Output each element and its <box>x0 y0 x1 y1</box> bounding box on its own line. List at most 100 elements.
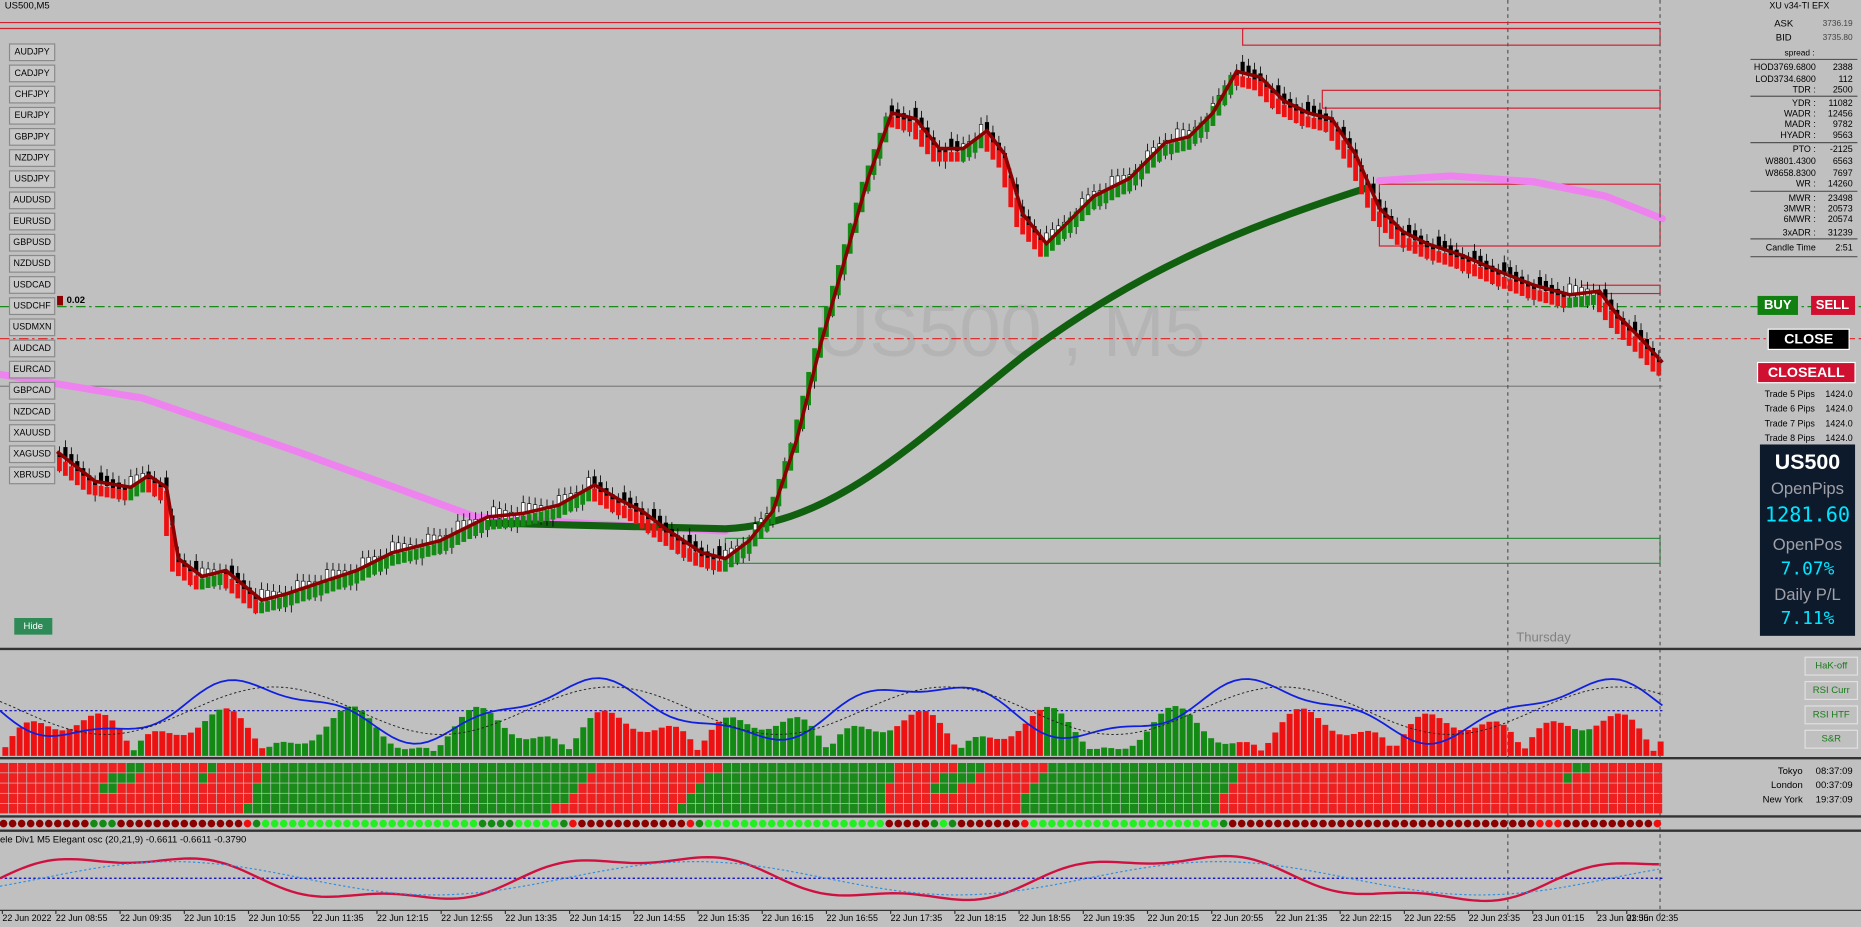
symbol-label[interactable]: EURCAD <box>13 364 51 374</box>
symbol-button[interactable] <box>8 381 56 400</box>
matrix-cell <box>27 803 36 814</box>
candle <box>497 508 502 519</box>
matrix-cell <box>677 762 687 773</box>
matrix-cell <box>1021 803 1030 814</box>
indicator-label[interactable]: S&R <box>1821 734 1841 745</box>
matrix-cell <box>1147 803 1157 814</box>
matrix-cell <box>614 803 623 814</box>
indicator-button[interactable] <box>1804 705 1859 725</box>
symbol-label[interactable]: GBPJPY <box>15 131 50 141</box>
hist-bar <box>109 720 116 756</box>
close-label[interactable]: CLOSE <box>1784 332 1833 348</box>
hist-bar <box>501 727 508 756</box>
symbol-button[interactable] <box>8 127 56 146</box>
indicator-button[interactable] <box>1804 656 1859 676</box>
symbol-button[interactable] <box>8 212 56 231</box>
symbol-button[interactable] <box>8 403 56 421</box>
matrix-cell <box>1165 793 1175 804</box>
matrix-cell <box>488 803 497 814</box>
indicator-label[interactable]: HaK-off <box>1815 661 1847 672</box>
buy-label[interactable]: BUY <box>1764 297 1792 312</box>
trend-dot <box>885 819 894 828</box>
symbol-button[interactable] <box>8 149 56 167</box>
symbol-label[interactable]: GBPCAD <box>13 385 51 395</box>
sell-button[interactable] <box>1811 295 1856 315</box>
indicator-label[interactable]: RSI Curr <box>1813 685 1850 696</box>
matrix-cell <box>1482 803 1491 814</box>
matrix-cell <box>388 762 397 773</box>
candle <box>521 502 526 513</box>
symbol-label[interactable]: NZDCAD <box>14 406 51 416</box>
symbol-button[interactable] <box>8 43 56 62</box>
matrix-cell <box>1418 762 1428 773</box>
hist-bar <box>680 731 687 756</box>
symbol-label[interactable]: NZDJPY <box>15 152 50 162</box>
trend-dot <box>1355 819 1363 828</box>
symbol-label[interactable]: USDMXN <box>13 322 52 332</box>
ha-bar <box>764 514 770 532</box>
ha-bar <box>645 519 651 534</box>
symbol-button[interactable] <box>8 64 56 83</box>
trend-dot <box>1527 819 1535 828</box>
symbol-label[interactable]: XBRUSD <box>14 470 51 480</box>
symbol-label[interactable]: USDCHF <box>14 301 52 311</box>
symbol-label[interactable]: USDCAD <box>13 279 51 289</box>
symbol-button[interactable] <box>8 170 56 189</box>
matrix-cell <box>497 762 506 773</box>
symbol-label[interactable]: USDJPY <box>15 174 50 184</box>
matrix-cell <box>361 773 370 783</box>
symbol-button[interactable] <box>8 233 56 252</box>
matrix-cell <box>1409 803 1419 814</box>
hide-button[interactable] <box>14 618 53 635</box>
symbol-button[interactable] <box>8 85 56 104</box>
symbol-button[interactable] <box>8 318 56 337</box>
symbol-button[interactable] <box>8 254 56 273</box>
matrix-cell <box>280 773 289 783</box>
closeall-button[interactable] <box>1756 361 1856 384</box>
symbol-label[interactable]: XAUUSD <box>14 427 51 437</box>
symbol-label[interactable]: GBPUSD <box>13 237 51 247</box>
hist-bar <box>1122 748 1129 756</box>
symbol-button[interactable] <box>8 276 56 294</box>
symbol-label[interactable]: EURUSD <box>13 216 51 226</box>
symbol-button[interactable] <box>8 445 56 464</box>
matrix-cell <box>1346 783 1355 793</box>
trend-dot <box>894 819 903 828</box>
symbol-label[interactable]: AUDUSD <box>13 195 51 205</box>
matrix-cell <box>1003 762 1012 773</box>
matrix-cell <box>1328 762 1337 773</box>
close-button[interactable] <box>1767 328 1850 351</box>
symbol-button[interactable] <box>8 297 56 316</box>
indicator-button[interactable] <box>1804 680 1859 701</box>
symbol-label[interactable]: CHFJPY <box>15 89 50 99</box>
symbol-button[interactable] <box>8 106 56 125</box>
hist-bar <box>1208 738 1215 756</box>
matrix-cell <box>542 762 551 773</box>
symbol-label[interactable]: AUDJPY <box>15 47 50 57</box>
indicator-button[interactable] <box>1804 729 1859 749</box>
symbol-button[interactable] <box>8 466 56 485</box>
symbol-button[interactable] <box>8 360 56 379</box>
matrix-cell <box>994 773 1003 783</box>
symbol-label[interactable]: AUDCAD <box>13 343 51 353</box>
hist-bar <box>765 728 772 756</box>
symbol-label[interactable]: XAGUSD <box>13 449 51 459</box>
symbol-button[interactable] <box>8 424 56 442</box>
ha-bar <box>1531 288 1537 300</box>
matrix-cell <box>1075 773 1084 783</box>
symbol-label[interactable]: NZDUSD <box>14 258 51 268</box>
symbol-label[interactable]: CADJPY <box>15 68 50 78</box>
symbol-button[interactable] <box>8 191 56 210</box>
trend-dot <box>1400 819 1409 828</box>
symbol-button[interactable] <box>8 339 56 358</box>
indicator-label[interactable]: RSI HTF <box>1813 709 1850 720</box>
hide-button-label[interactable]: Hide <box>24 621 44 632</box>
hist-bar <box>187 732 194 756</box>
sell-label[interactable]: SELL <box>1816 297 1849 312</box>
symbol-label[interactable]: EURJPY <box>15 110 50 120</box>
buy-button[interactable] <box>1757 295 1798 315</box>
closeall-label[interactable]: CLOSEALL <box>1768 365 1845 381</box>
ha-bar <box>740 544 746 559</box>
matrix-cell <box>488 773 497 783</box>
matrix-cell <box>1563 762 1572 773</box>
